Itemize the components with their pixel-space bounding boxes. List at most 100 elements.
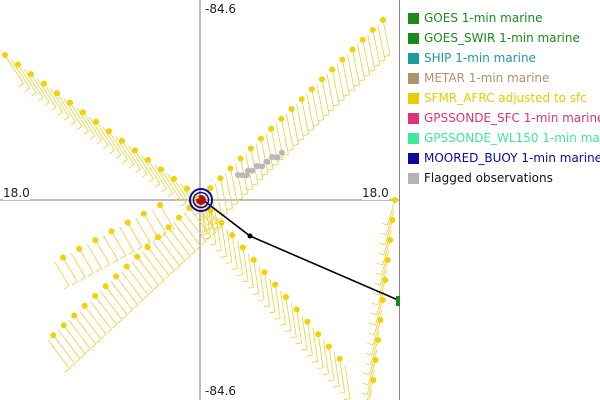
wind-barb-flag bbox=[80, 353, 86, 358]
wind-barb-flag bbox=[368, 332, 375, 336]
wind-barb bbox=[301, 99, 310, 135]
wind-barb bbox=[321, 79, 330, 115]
wind-barb-flag bbox=[231, 203, 238, 206]
legend-item[interactable]: SFMR_AFRC adjusted to sfc bbox=[408, 88, 600, 108]
wind-barb-flag bbox=[122, 159, 128, 164]
legend-swatch bbox=[408, 32, 419, 44]
legend-item[interactable]: GOES_SWIR 1-min marine bbox=[408, 28, 600, 48]
center-marker-layer bbox=[189, 188, 213, 212]
wind-barb bbox=[347, 54, 355, 90]
map-plot-area[interactable]: -84.6 -84.6 18.0 18.0 bbox=[0, 0, 400, 400]
wind-barb-flag bbox=[200, 241, 207, 246]
wind-barb-flag bbox=[71, 281, 78, 286]
sfmr-observation-dot bbox=[165, 224, 172, 231]
sfmr-observation-dot bbox=[184, 185, 190, 192]
wind-barb bbox=[163, 232, 186, 262]
wind-barb bbox=[167, 173, 187, 203]
wind-barb-flag bbox=[295, 342, 302, 345]
wind-barb-flag bbox=[358, 79, 365, 82]
wind-barb-flag bbox=[307, 129, 314, 131]
legend-label: GPSSONDE_SFC 1-min marine bbox=[424, 111, 600, 125]
wind-barb-flag bbox=[80, 277, 86, 281]
wind-barb-flag bbox=[160, 233, 167, 237]
wind-barb-flag bbox=[371, 302, 378, 306]
wind-barb-flag bbox=[267, 168, 274, 171]
wind-barb-flag bbox=[328, 109, 335, 112]
wind-barb-flag bbox=[301, 348, 308, 351]
wind-barb bbox=[312, 327, 319, 362]
sfmr-observation-dot bbox=[387, 237, 394, 243]
sfmr-observation-dot bbox=[377, 317, 384, 323]
wind-barb-flag bbox=[106, 329, 112, 334]
wind-barb bbox=[328, 346, 335, 381]
wind-barb bbox=[384, 219, 393, 246]
legend-item[interactable]: SHIP 1-min marine bbox=[408, 48, 600, 68]
wind-barb-flag bbox=[168, 228, 175, 233]
legend-item[interactable]: Flagged observations bbox=[408, 168, 600, 188]
sfmr-observation-dot bbox=[288, 106, 295, 112]
wind-barb bbox=[375, 299, 384, 326]
sfmr-observation-dot bbox=[239, 244, 246, 251]
wind-barb bbox=[326, 74, 335, 110]
wind-barb-flag bbox=[363, 74, 370, 77]
wind-barb bbox=[306, 94, 315, 130]
wind-barb-flag bbox=[370, 312, 377, 316]
wind-barb bbox=[237, 241, 243, 275]
wind-barb-flag bbox=[373, 292, 380, 296]
wind-barb bbox=[87, 244, 102, 269]
legend-item[interactable]: METAR 1-min marine bbox=[408, 68, 600, 88]
wind-barb bbox=[151, 209, 167, 234]
sfmr-observation-dot bbox=[293, 306, 300, 313]
wind-barb-flag bbox=[111, 324, 117, 329]
legend-item[interactable]: MOORED_BUOY 1-min marine bbox=[408, 148, 600, 168]
legend-item[interactable]: GOES 1-min marine bbox=[408, 8, 600, 28]
wind-barb-flag bbox=[236, 274, 243, 277]
sfmr-observation-dot bbox=[134, 253, 141, 260]
sfmr-observation-dot bbox=[71, 312, 78, 319]
wind-barb bbox=[121, 140, 141, 170]
sfmr-observation-dot bbox=[329, 66, 336, 73]
wind-barb-flag bbox=[18, 83, 24, 88]
wind-barb-flag bbox=[368, 69, 375, 72]
sfmr-observation-dot bbox=[389, 217, 396, 223]
wind-barb bbox=[367, 359, 376, 386]
sfmr-observation-dot bbox=[145, 156, 151, 163]
sfmr-observation-dot bbox=[384, 257, 391, 263]
legend-swatch bbox=[408, 152, 419, 164]
wind-barb bbox=[264, 272, 270, 306]
wind-barb-flag bbox=[88, 272, 94, 277]
sfmr-observation-dot bbox=[176, 214, 183, 221]
legend-label: Flagged observations bbox=[424, 171, 553, 185]
wind-barb-flag bbox=[364, 362, 371, 366]
sfmr-observation-dot bbox=[268, 125, 275, 132]
wind-barb-flag bbox=[379, 242, 386, 246]
wind-barb-flag bbox=[174, 197, 180, 202]
wind-barb bbox=[285, 296, 292, 331]
wind-barb-flag bbox=[312, 124, 319, 127]
wind-barb bbox=[331, 69, 340, 105]
wind-barb bbox=[160, 169, 180, 199]
sfmr-observation-dot bbox=[144, 243, 151, 250]
legend-item[interactable]: GPSSONDE_WL150 1-min mar bbox=[408, 128, 600, 148]
wind-barb-flag bbox=[211, 223, 218, 225]
flagged-observation-dot bbox=[235, 172, 241, 178]
wind-barb-flag bbox=[115, 154, 122, 159]
sfmr-observation-dot bbox=[369, 26, 376, 33]
wind-barb-flag bbox=[215, 249, 222, 252]
wind-barb bbox=[79, 310, 102, 340]
sfmr-observation-dot bbox=[336, 355, 343, 362]
wind-barb-flag bbox=[102, 145, 109, 150]
legend-label: SHIP 1-min marine bbox=[424, 51, 536, 65]
wind-barb bbox=[373, 309, 383, 336]
wind-barb bbox=[157, 236, 180, 267]
wind-barb-flag bbox=[374, 282, 381, 286]
sfmr-observation-dot bbox=[60, 254, 67, 261]
sfmr-observation-dot bbox=[123, 263, 130, 270]
wind-barb-flag bbox=[322, 373, 329, 376]
wind-barb bbox=[362, 39, 371, 76]
legend-item[interactable]: GPSSONDE_SFC 1-min marine bbox=[408, 108, 600, 128]
wind-barb-flag bbox=[83, 130, 89, 135]
wind-barb bbox=[173, 222, 196, 252]
sfmr-observation-dot bbox=[237, 155, 244, 162]
wind-barb bbox=[225, 173, 233, 209]
